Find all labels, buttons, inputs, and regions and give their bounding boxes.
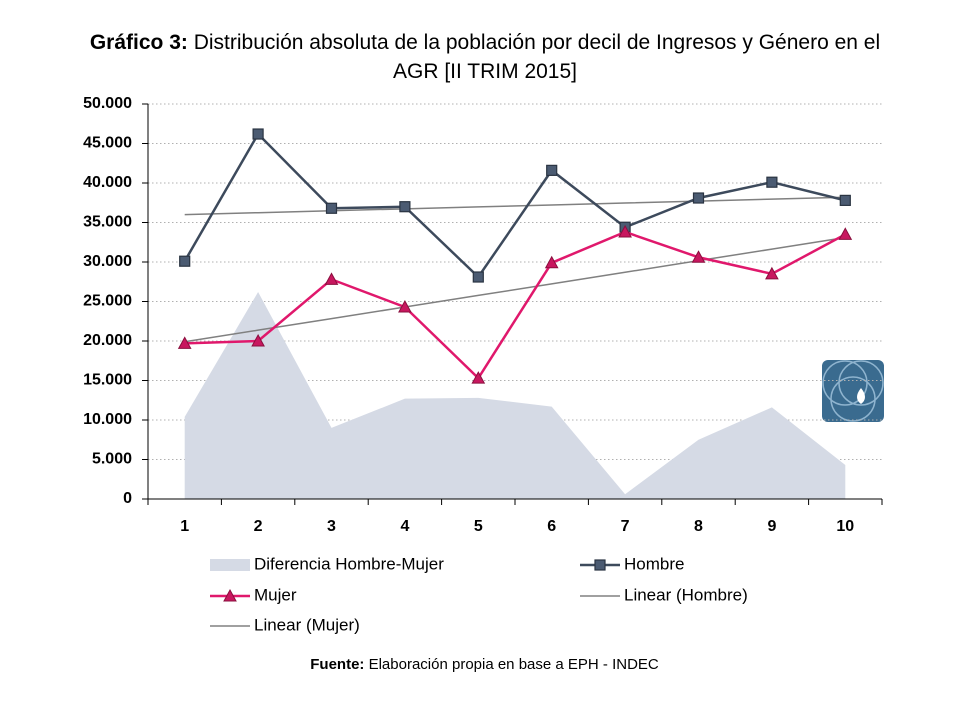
legend-label: Linear (Hombre): [624, 585, 748, 604]
marker: [324, 272, 339, 285]
x-tick-label: 1: [180, 518, 189, 535]
marker: [472, 271, 484, 283]
y-tick-label: 20.000: [83, 332, 132, 349]
line: [184, 230, 846, 381]
marker: [177, 336, 192, 349]
trend-line: [184, 196, 846, 216]
y-tick-label: 50.000: [83, 95, 132, 112]
x-tick-label: 6: [547, 518, 556, 535]
legend-label: Hombre: [624, 554, 684, 573]
marker: [399, 201, 411, 213]
trend-line: [184, 236, 846, 343]
legend-marker: [223, 588, 237, 602]
y-tick-label: 40.000: [83, 174, 132, 191]
legend-swatch: [210, 559, 250, 571]
marker: [765, 266, 779, 280]
marker: [252, 128, 264, 140]
y-tick-label: 35.000: [83, 214, 132, 231]
legend-label: Mujer: [254, 585, 297, 604]
line: [183, 131, 846, 279]
marker: [251, 333, 265, 347]
x-tick-label: 9: [767, 518, 776, 535]
legend-marker: [594, 559, 606, 571]
marker: [179, 255, 191, 267]
x-tick-label: 8: [694, 518, 703, 535]
y-tick-label: 15.000: [83, 372, 132, 389]
y-tick-label: 45.000: [83, 135, 132, 152]
source-prefix: Fuente:: [310, 656, 365, 673]
x-tick-label: 5: [474, 518, 483, 535]
marker: [618, 224, 632, 238]
source-text: Elaboración propia en base a EPH - INDEC: [368, 656, 659, 673]
source: Fuente: Elaboración propia en base a EPH…: [0, 656, 969, 673]
title-text: Distribución absoluta de la población po…: [193, 31, 881, 83]
marker: [692, 192, 705, 204]
x-tick-label: 4: [400, 518, 409, 535]
marker: [766, 176, 778, 188]
y-tick-label: 30.000: [83, 253, 132, 270]
marker: [325, 202, 338, 214]
legend-label: Linear (Mujer): [254, 615, 360, 634]
title-prefix: Gráfico 3:: [89, 31, 188, 54]
legend-label: Diferencia Hombre-Mujer: [254, 554, 444, 573]
x-tick-label: 3: [327, 518, 336, 535]
logo: [822, 360, 884, 422]
marker: [838, 227, 853, 240]
marker: [691, 250, 706, 263]
marker: [546, 164, 558, 176]
area: [184, 292, 846, 499]
y-tick-label: 5.000: [92, 451, 132, 468]
x-tick-label: 10: [836, 518, 854, 535]
marker: [839, 194, 851, 206]
chart-title: Gráfico 3: Distribución absoluta de la p…: [70, 28, 900, 86]
x-tick-label: 7: [621, 518, 630, 535]
y-tick-label: 0: [123, 490, 132, 507]
marker: [398, 299, 412, 313]
marker: [471, 371, 486, 384]
y-tick-label: 10.000: [83, 411, 132, 428]
y-tick-label: 25.000: [83, 293, 132, 310]
marker: [544, 255, 559, 269]
x-tick-label: 2: [254, 518, 263, 535]
